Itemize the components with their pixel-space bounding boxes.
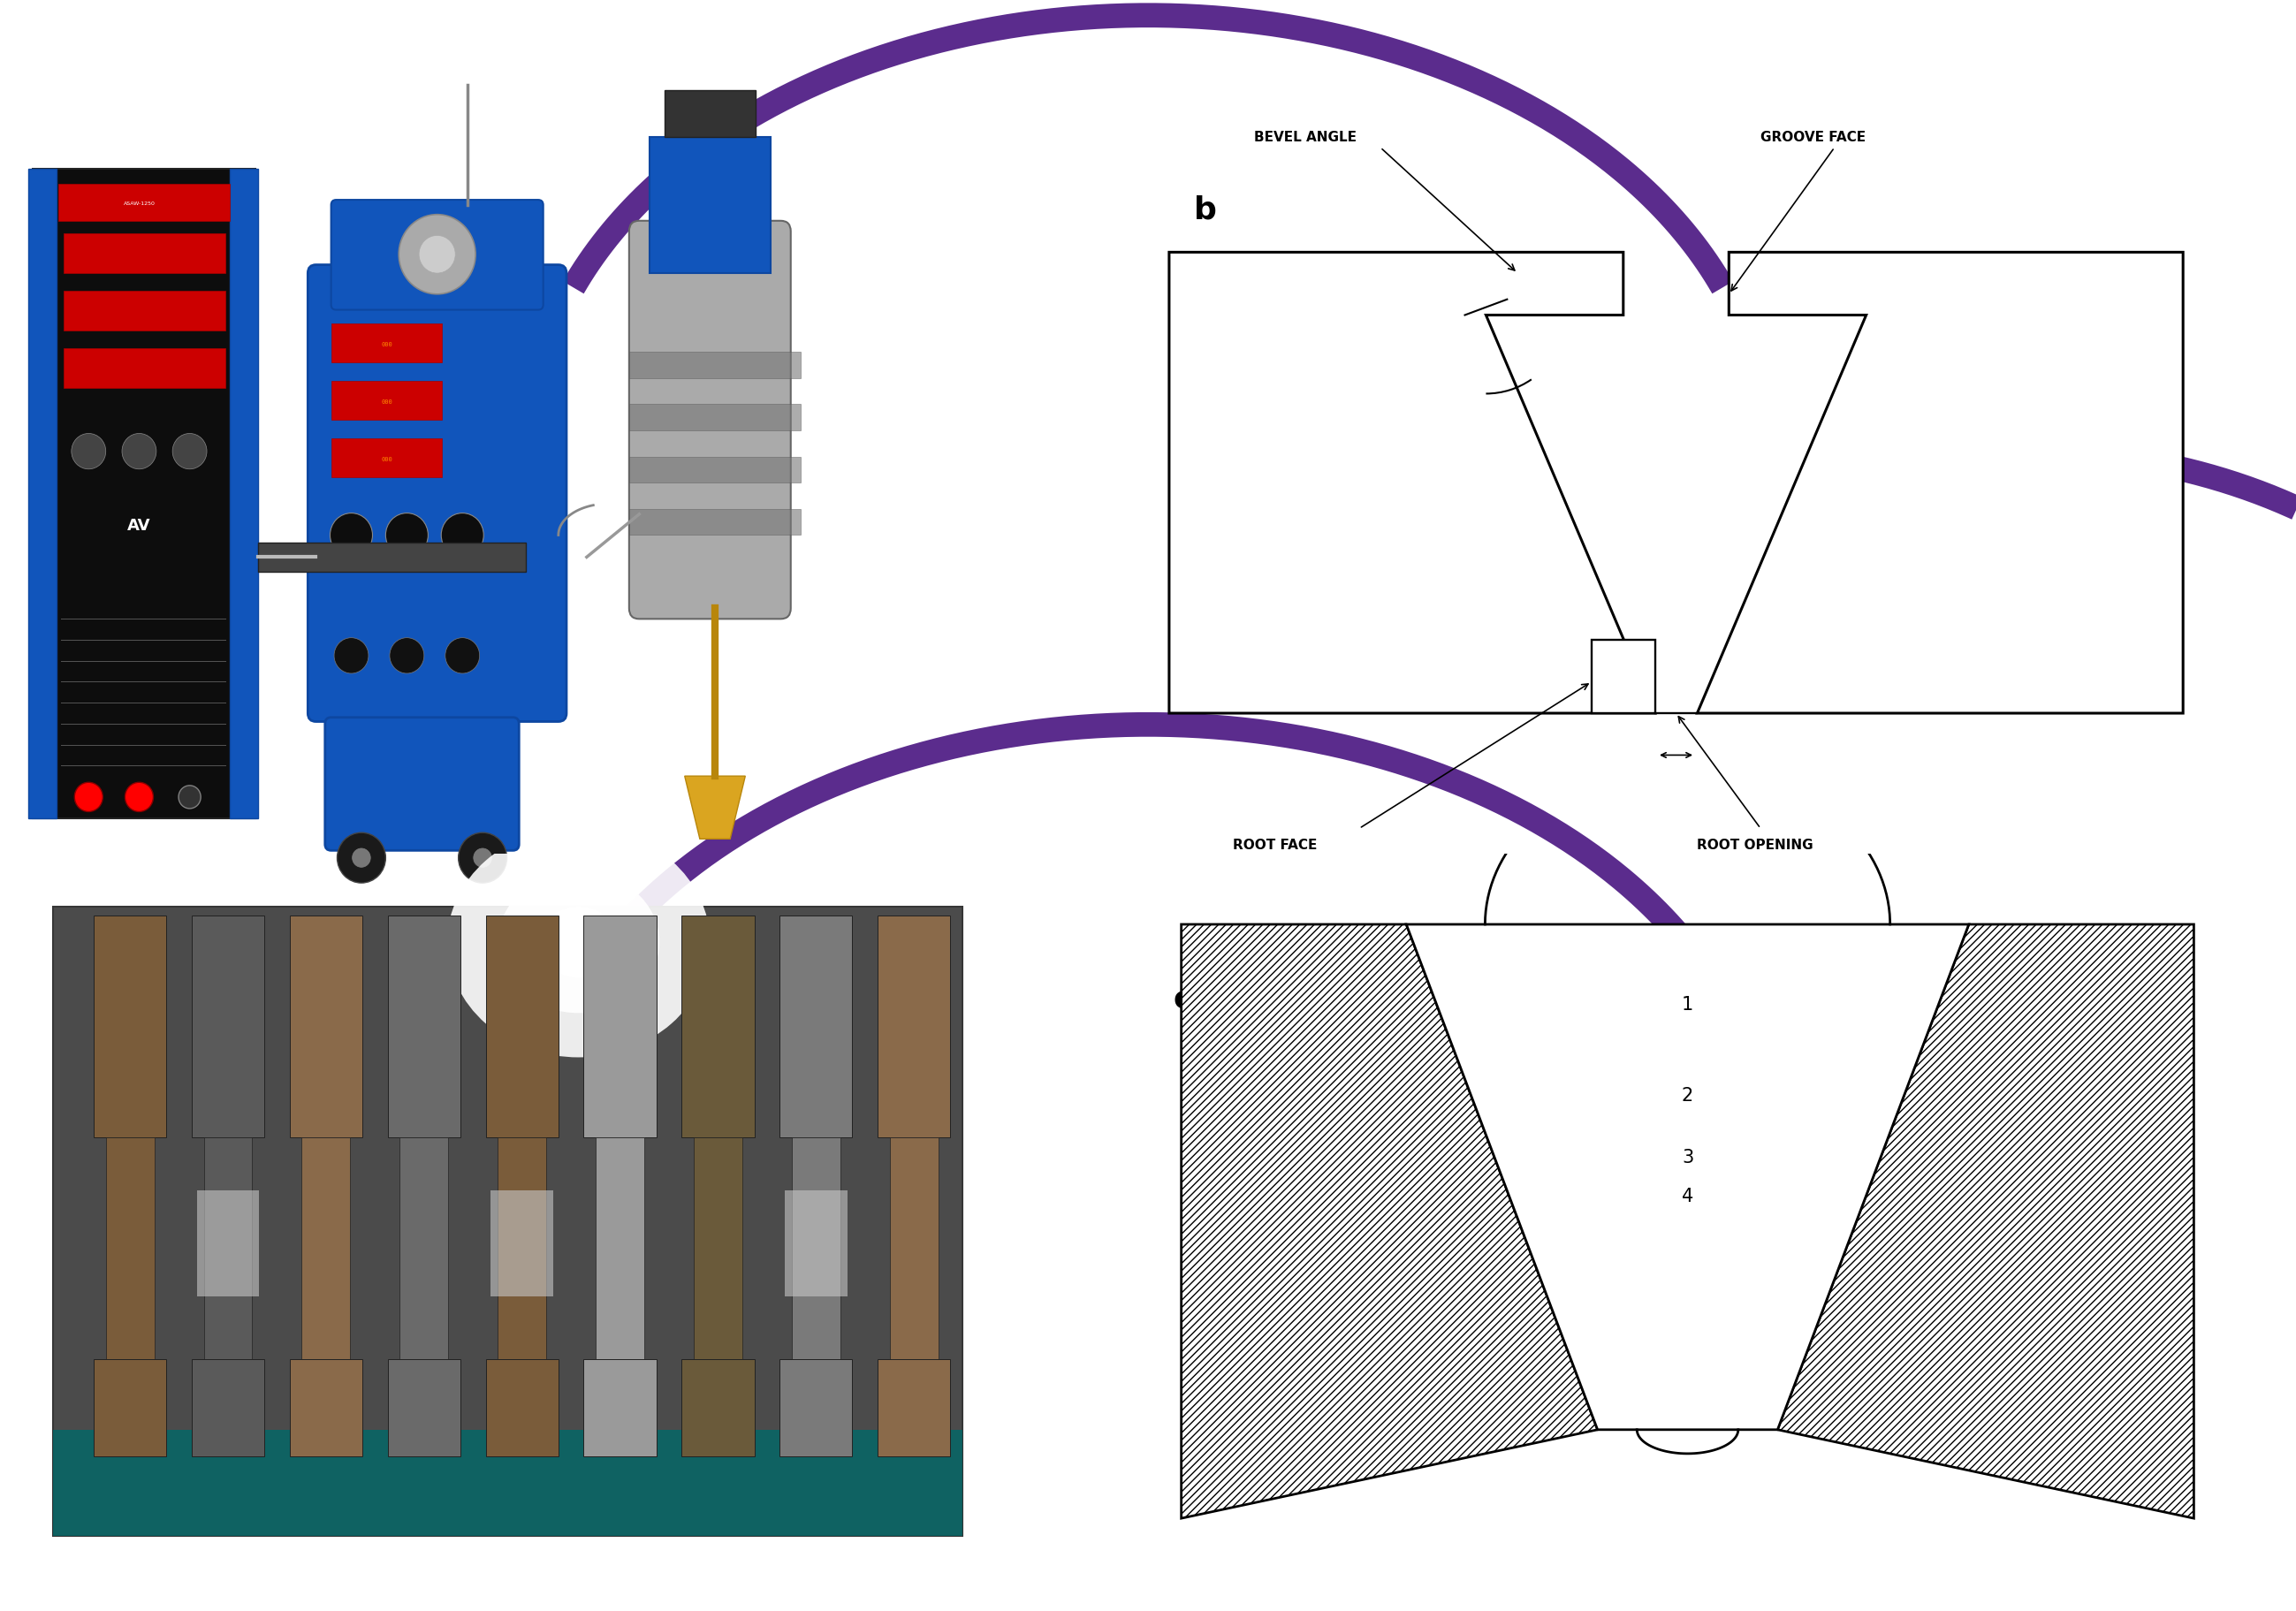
Circle shape — [441, 514, 484, 557]
Polygon shape — [1180, 925, 1598, 1518]
Circle shape — [386, 514, 427, 557]
Bar — [289, 1360, 363, 1456]
Text: ROOT OPENING: ROOT OPENING — [1697, 838, 1814, 851]
Bar — [64, 350, 225, 388]
Circle shape — [390, 638, 425, 673]
Circle shape — [172, 433, 207, 470]
Bar — [664, 90, 755, 139]
Circle shape — [537, 907, 620, 978]
Circle shape — [338, 833, 386, 883]
FancyBboxPatch shape — [326, 719, 519, 851]
Bar — [53, 907, 962, 1537]
Circle shape — [400, 216, 475, 295]
Circle shape — [124, 783, 154, 812]
Bar — [877, 915, 951, 1137]
Bar — [650, 139, 771, 274]
Circle shape — [351, 849, 370, 868]
Bar — [400, 1137, 448, 1360]
Bar — [583, 915, 657, 1137]
Bar — [487, 1360, 558, 1456]
Bar — [629, 404, 801, 430]
Bar — [877, 1360, 951, 1456]
FancyBboxPatch shape — [331, 200, 544, 311]
Circle shape — [179, 786, 200, 809]
Circle shape — [459, 833, 507, 883]
Circle shape — [473, 849, 491, 868]
Text: GROOVE FACE: GROOVE FACE — [1761, 130, 1867, 145]
Text: b: b — [1194, 195, 1217, 224]
Text: AV: AV — [126, 517, 152, 533]
Circle shape — [418, 237, 455, 274]
Bar — [583, 1360, 657, 1456]
Bar — [57, 185, 230, 221]
Bar — [781, 915, 852, 1137]
Bar — [487, 915, 558, 1137]
Text: c: c — [1173, 984, 1192, 1013]
Bar — [32, 169, 255, 818]
Text: d: d — [138, 984, 161, 1013]
Bar — [94, 915, 165, 1137]
Bar — [204, 1137, 253, 1360]
Bar — [64, 292, 225, 332]
Text: 1: 1 — [1681, 996, 1694, 1013]
Bar — [388, 1360, 461, 1456]
FancyBboxPatch shape — [629, 221, 790, 620]
Bar — [682, 915, 755, 1137]
Bar — [629, 353, 801, 379]
Circle shape — [335, 638, 367, 673]
Bar — [785, 1191, 847, 1297]
Bar — [53, 1431, 962, 1537]
Bar — [191, 915, 264, 1137]
Bar — [388, 915, 461, 1137]
Circle shape — [445, 638, 480, 673]
Bar — [491, 1191, 553, 1297]
Bar — [331, 382, 443, 420]
Bar — [331, 324, 443, 362]
Polygon shape — [1591, 640, 1655, 714]
Bar — [230, 169, 259, 818]
Bar — [682, 1360, 755, 1456]
Bar — [197, 1191, 259, 1297]
Text: ASAW-1250: ASAW-1250 — [124, 201, 156, 206]
Bar — [28, 169, 57, 818]
Text: 2: 2 — [1681, 1086, 1694, 1104]
Bar — [629, 509, 801, 535]
Bar — [106, 1137, 154, 1360]
Circle shape — [73, 783, 103, 812]
Polygon shape — [1697, 253, 2183, 714]
Bar — [53, 907, 962, 1537]
Bar — [781, 1360, 852, 1456]
Polygon shape — [1405, 925, 1968, 1431]
Circle shape — [331, 514, 372, 557]
Text: 000: 000 — [381, 400, 393, 404]
Circle shape — [122, 433, 156, 470]
Bar — [94, 1360, 165, 1456]
Circle shape — [498, 872, 659, 1013]
Text: 000: 000 — [381, 456, 393, 462]
Bar — [259, 543, 526, 572]
Bar — [693, 1137, 742, 1360]
Polygon shape — [1169, 253, 1655, 714]
Bar — [629, 458, 801, 483]
Bar — [301, 1137, 351, 1360]
Bar — [498, 1137, 546, 1360]
Bar — [191, 1360, 264, 1456]
Bar — [595, 1137, 645, 1360]
Bar — [331, 440, 443, 478]
Text: 3: 3 — [1681, 1149, 1694, 1166]
Bar — [64, 234, 225, 274]
Bar — [891, 1137, 939, 1360]
Text: 4: 4 — [1681, 1187, 1694, 1205]
FancyBboxPatch shape — [308, 266, 567, 722]
Text: BEVEL ANGLE: BEVEL ANGLE — [1254, 130, 1357, 145]
Bar — [792, 1137, 840, 1360]
Bar — [289, 915, 363, 1137]
Text: a: a — [161, 195, 184, 224]
Polygon shape — [684, 777, 746, 839]
Circle shape — [448, 828, 709, 1057]
Text: 000: 000 — [381, 342, 393, 346]
Text: ROOT FACE: ROOT FACE — [1233, 838, 1318, 851]
Circle shape — [71, 433, 106, 470]
Polygon shape — [1777, 925, 2195, 1518]
